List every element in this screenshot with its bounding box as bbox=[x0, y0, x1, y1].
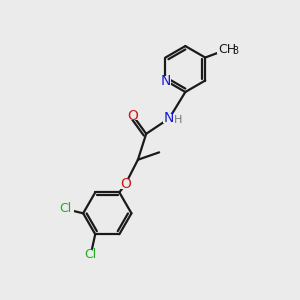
Bar bbox=[82, 250, 100, 259]
Bar bbox=[217, 45, 238, 54]
Text: H: H bbox=[174, 115, 183, 125]
Bar bbox=[163, 114, 176, 123]
Text: N: N bbox=[160, 74, 171, 88]
Bar bbox=[127, 111, 139, 120]
Bar bbox=[56, 204, 74, 214]
Bar bbox=[120, 179, 131, 189]
Text: CH: CH bbox=[218, 43, 236, 56]
Bar bbox=[160, 76, 171, 85]
Text: O: O bbox=[120, 177, 131, 191]
Text: 3: 3 bbox=[232, 46, 238, 56]
Text: N: N bbox=[164, 112, 174, 125]
Text: Cl: Cl bbox=[59, 202, 71, 215]
Text: O: O bbox=[128, 109, 138, 122]
Text: Cl: Cl bbox=[85, 248, 97, 261]
